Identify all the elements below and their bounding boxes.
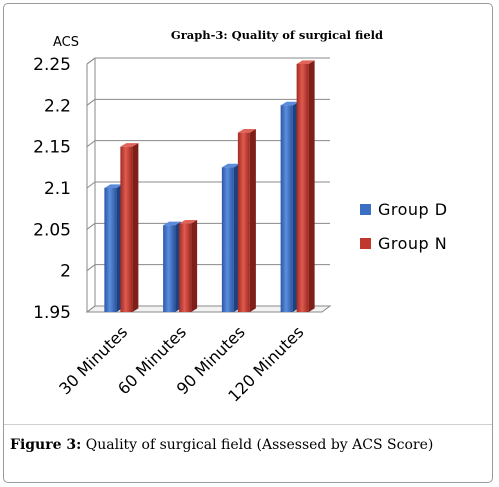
gridline-side — [86, 181, 96, 189]
y-tick-label: 1.95 — [33, 303, 71, 323]
legend-swatch — [360, 204, 371, 215]
bar-group-n — [179, 219, 198, 312]
bar-top — [221, 163, 240, 168]
bar-front — [280, 105, 293, 312]
bar-front — [163, 225, 176, 312]
caption-text: Quality of surgical field (Assessed by A… — [81, 437, 434, 453]
bar-side — [249, 129, 256, 312]
bar-side — [132, 143, 139, 312]
bar-top — [296, 60, 315, 64]
bar-group-d — [280, 101, 299, 312]
y-tick-label: 2.2 — [44, 96, 71, 116]
chart-title: Graph-3: Quality of surgical field — [171, 28, 383, 42]
bar-top — [163, 221, 182, 226]
legend-label: Group N — [378, 234, 447, 253]
bar-front — [237, 132, 250, 312]
y-tick-label: 2.05 — [33, 220, 71, 240]
legend-swatch — [360, 238, 371, 249]
bar-top — [179, 219, 198, 224]
gridline-side — [86, 140, 96, 148]
y-tick-label: 2 — [60, 262, 71, 282]
y-tick-label: 2.1 — [44, 179, 71, 199]
bar-side — [191, 219, 198, 312]
bar-top — [120, 143, 139, 147]
bar-group-d — [104, 184, 123, 312]
legend: Group D Group N — [360, 200, 448, 253]
bar-front — [221, 167, 234, 312]
legend-label: Group D — [378, 200, 448, 219]
bar-side — [308, 60, 315, 313]
bar-top — [237, 129, 256, 133]
bars — [104, 60, 315, 313]
figure-caption: Figure 3: Quality of surgical field (Ass… — [10, 437, 480, 453]
bar-front — [104, 188, 117, 312]
bar-front — [179, 223, 192, 312]
bar-group-d — [163, 221, 182, 312]
y-tick-labels: 1.95 2 2.05 2.1 2.15 2.2 2.25 — [33, 55, 71, 323]
bar-top — [104, 184, 123, 188]
bar-front — [296, 64, 309, 312]
caption-divider — [4, 424, 492, 425]
y-tick-label: 2.25 — [33, 55, 71, 75]
y-tick-label: 2.15 — [33, 138, 71, 158]
bar-group-n — [120, 143, 139, 312]
bar-top — [280, 101, 299, 106]
gridline-side — [86, 57, 96, 65]
bar-group-n — [237, 129, 256, 312]
bar-group-n — [296, 60, 315, 313]
caption-label: Figure 3: — [10, 437, 82, 453]
gridline-side — [86, 222, 96, 230]
gridline-side — [86, 98, 96, 106]
bar-group-d — [221, 163, 240, 312]
gridline-side — [86, 305, 96, 313]
y-axis-label: ACS — [53, 35, 79, 50]
bar-front — [120, 146, 133, 312]
chart: Graph-3: Quality of surgical field ACS 1… — [33, 28, 448, 406]
gridline-side — [86, 264, 96, 272]
